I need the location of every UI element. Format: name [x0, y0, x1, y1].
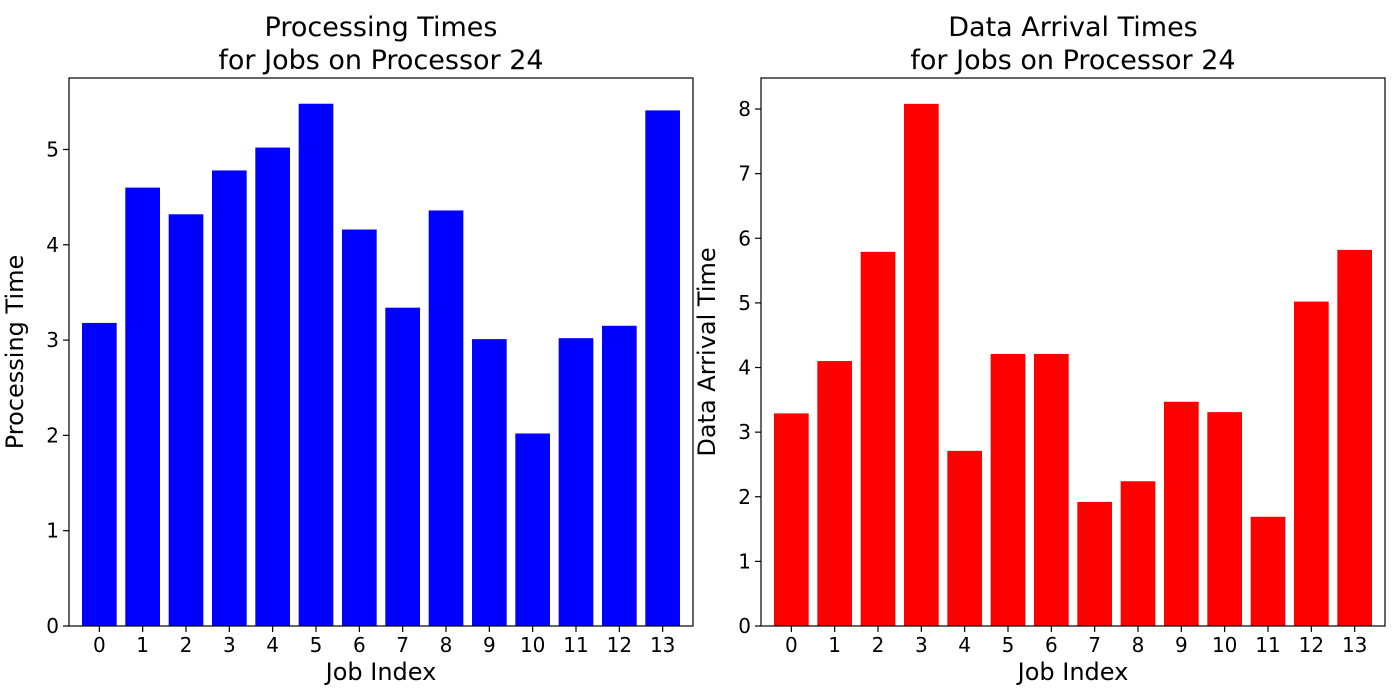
bar-job-7	[385, 307, 420, 626]
y-tick-label: 3	[738, 420, 751, 444]
x-tick-label: 11	[563, 633, 588, 657]
bar-job-13	[645, 110, 680, 626]
y-tick-label: 0	[46, 614, 59, 638]
x-tick-label: 10	[1212, 633, 1237, 657]
bar-job-1	[125, 187, 160, 626]
x-tick-label: 3	[223, 633, 236, 657]
x-axis-label: Job Index	[324, 658, 437, 686]
x-tick-label: 0	[785, 633, 798, 657]
bar-job-9	[472, 339, 507, 626]
x-tick-label: 5	[1002, 633, 1015, 657]
y-tick-label: 2	[738, 485, 751, 509]
bar-job-0	[82, 322, 117, 626]
y-tick-label: 4	[738, 356, 751, 380]
x-tick-label: 9	[1175, 633, 1188, 657]
bar-job-11	[1250, 516, 1286, 626]
bar-job-3	[212, 170, 247, 626]
x-tick-label: 1	[828, 633, 841, 657]
x-tick-label: 4	[958, 633, 971, 657]
x-axis-label: Job Index	[1016, 658, 1129, 686]
x-tick-label: 10	[520, 633, 545, 657]
plot-frame	[68, 77, 694, 627]
y-tick-label: 0	[738, 614, 751, 638]
y-tick-label: 4	[46, 233, 59, 257]
bar-job-0	[774, 413, 809, 626]
y-tick-label: 1	[46, 519, 59, 543]
bar-job-7	[1077, 501, 1112, 626]
bar-job-2	[168, 214, 204, 627]
x-tick-label: 7	[396, 633, 409, 657]
bar-job-10	[515, 433, 550, 626]
chart-title-line-1: Data Arrival Times	[948, 12, 1198, 43]
y-tick-label: 5	[738, 291, 751, 315]
bar-job-5	[990, 353, 1026, 626]
bar-job-12	[602, 325, 637, 626]
bar-job-10	[1207, 412, 1242, 626]
bar-job-8	[1120, 481, 1156, 626]
y-tick-label: 3	[46, 328, 59, 352]
chart-title-line-1: Processing Times	[265, 12, 498, 43]
x-tick-label: 1	[136, 633, 149, 657]
x-tick-label: 7	[1088, 633, 1101, 657]
y-tick-label: 2	[46, 423, 59, 447]
bar-job-9	[1164, 401, 1199, 626]
y-tick-label: 8	[738, 97, 751, 121]
y-tick-label: 5	[46, 137, 59, 161]
y-tick-label: 6	[738, 226, 751, 250]
bar-job-4	[947, 450, 982, 626]
bar-job-13	[1337, 249, 1372, 626]
x-tick-label: 3	[915, 633, 928, 657]
y-tick-label: 7	[738, 162, 751, 186]
x-tick-label: 13	[1342, 633, 1367, 657]
bar-job-11	[558, 338, 594, 626]
bar-job-8	[428, 210, 464, 626]
x-tick-label: 11	[1255, 633, 1280, 657]
y-axis-label: Processing Time	[1, 255, 29, 450]
plot-frame	[760, 77, 1386, 627]
bar-job-2	[860, 251, 896, 626]
chart-title-line-2: for Jobs on Processor 24	[910, 45, 1235, 76]
bar-job-5	[298, 103, 334, 627]
bar-job-4	[255, 147, 290, 626]
x-tick-label: 2	[872, 633, 885, 657]
x-tick-label: 12	[1299, 633, 1324, 657]
x-tick-label: 8	[440, 633, 453, 657]
x-tick-label: 6	[353, 633, 366, 657]
y-axis-label: Data Arrival Time	[693, 247, 721, 456]
x-tick-label: 12	[607, 633, 632, 657]
x-tick-label: 13	[650, 633, 675, 657]
bar-job-1	[817, 361, 852, 626]
bar-job-12	[1294, 301, 1329, 626]
x-tick-label: 9	[483, 633, 496, 657]
x-tick-label: 6	[1045, 633, 1058, 657]
bar-job-6	[342, 229, 377, 626]
x-tick-label: 5	[310, 633, 323, 657]
chart-title-line-2: for Jobs on Processor 24	[218, 45, 543, 76]
x-tick-label: 2	[180, 633, 193, 657]
bar-job-3	[904, 103, 939, 627]
bar-job-6	[1034, 353, 1069, 626]
x-tick-label: 8	[1132, 633, 1145, 657]
x-tick-label: 4	[266, 633, 279, 657]
x-tick-label: 0	[93, 633, 106, 657]
y-tick-label: 1	[738, 549, 751, 573]
